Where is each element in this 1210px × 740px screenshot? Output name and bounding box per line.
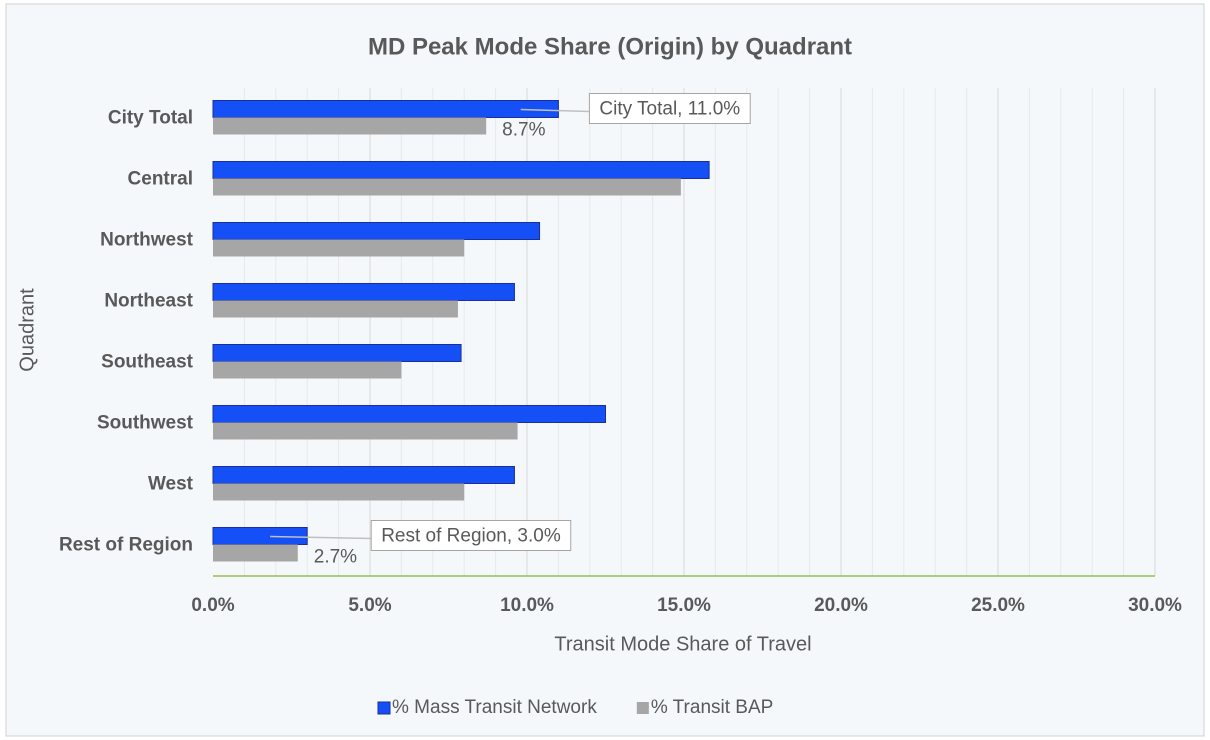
x-tick-label: 10.0%	[500, 595, 554, 616]
x-tick-label: 30.0%	[1128, 595, 1182, 616]
bar	[212, 283, 515, 301]
y-axis-label: Quadrant	[16, 288, 38, 372]
bar	[213, 239, 465, 257]
y-tick-label: City Total	[108, 108, 193, 129]
x-tick-label: 5.0%	[348, 595, 391, 616]
legend-label: % Transit BAP	[651, 697, 774, 718]
legend-swatch	[636, 702, 649, 714]
bar	[212, 161, 710, 179]
bar	[213, 361, 402, 379]
y-tick-label: Northeast	[104, 291, 193, 312]
bar	[212, 222, 541, 240]
bar	[213, 483, 465, 501]
bar	[212, 100, 559, 118]
callout-box	[588, 93, 751, 124]
callout-leader	[520, 108, 590, 113]
x-tick-label: 25.0%	[971, 595, 1025, 616]
bar	[213, 117, 487, 135]
y-tick-label: Central	[128, 169, 193, 190]
bar	[213, 422, 518, 440]
callout-label: Rest of Region, 3.0%	[381, 526, 561, 547]
y-tick-label: Southwest	[97, 413, 194, 434]
callout-box	[370, 520, 572, 551]
bar	[213, 300, 458, 318]
y-tick-label: Rest of Region	[59, 535, 193, 556]
x-axis-label: Transit Mode Share of Travel	[554, 633, 811, 655]
bar	[213, 544, 298, 562]
y-tick-label: Northwest	[100, 230, 194, 251]
legend-swatch	[377, 701, 391, 715]
bar	[212, 466, 515, 484]
y-tick-label: Southeast	[101, 352, 194, 373]
bar	[212, 405, 606, 423]
legend-label: % Mass Transit Network	[392, 697, 597, 718]
chart-background	[5, 3, 1205, 737]
callout-leader	[270, 535, 372, 540]
data-label: 2.7%	[314, 547, 357, 568]
x-tick-label: 20.0%	[814, 595, 868, 616]
x-tick-label: 15.0%	[657, 595, 711, 616]
bar	[212, 527, 308, 545]
y-tick-label: West	[148, 474, 194, 495]
bar	[212, 344, 462, 362]
chart-title: MD Peak Mode Share (Origin) by Quadrant	[368, 33, 852, 60]
bar	[213, 178, 681, 196]
data-label: 8.7%	[502, 120, 545, 141]
callout-label: City Total, 11.0%	[599, 99, 740, 120]
x-tick-label: 0.0%	[191, 595, 234, 616]
